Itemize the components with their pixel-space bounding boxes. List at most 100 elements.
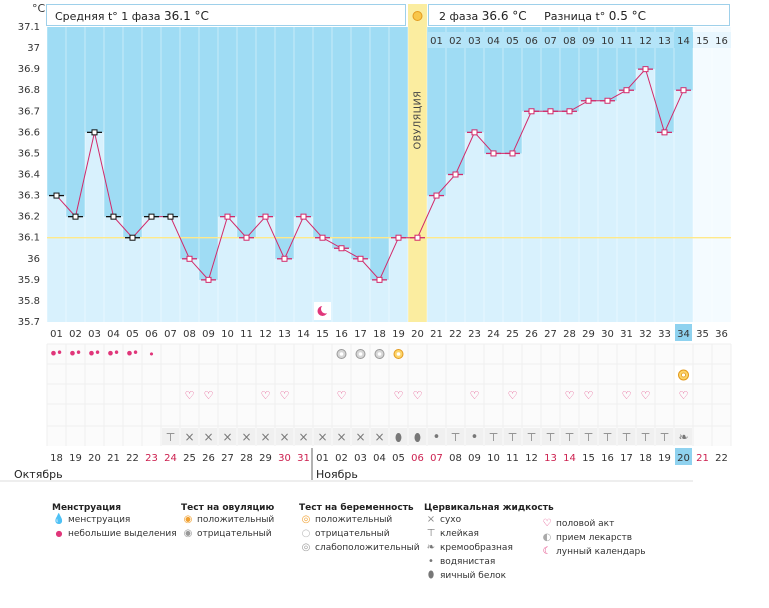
temperature-line [56, 68, 684, 281]
menstruation-icon: • [94, 346, 101, 360]
temperature-bar [256, 216, 275, 322]
temperature-bar [161, 216, 180, 322]
cervical-sticky-icon: ⊤ [451, 431, 461, 444]
legend-text: слабоположительный [315, 543, 420, 553]
post-ovulation-day: 14 [677, 36, 690, 47]
temperature-bar [389, 237, 408, 322]
cervical-cell [656, 428, 673, 445]
menstruation-small-icon: • [148, 348, 155, 361]
cervical-cell [238, 428, 255, 445]
legend-cervical-item: × сухо [424, 513, 554, 527]
moon-icon-cut [321, 304, 330, 314]
heart-icon: ♡ [565, 389, 575, 402]
date-label: 07 [430, 453, 443, 464]
post-ovulation-day: 08 [563, 36, 576, 47]
temperature-bar [655, 132, 674, 322]
temperature-point [319, 234, 326, 241]
legend-cervical-item: • водянистая [424, 555, 554, 569]
temperature-point [148, 213, 155, 220]
date-label: 26 [202, 453, 215, 464]
cervical-dry-icon: × [279, 430, 289, 444]
date-label: 21 [107, 453, 120, 464]
temperature-bar [104, 216, 123, 322]
cycle-day-label: 03 [88, 329, 101, 340]
date-label: 23 [145, 453, 158, 464]
date-label: 01 [316, 453, 329, 464]
legend-text: водянистая [440, 557, 496, 567]
cervical-cell [371, 428, 388, 445]
post-ovulation-cell [427, 32, 446, 48]
temperature-point [357, 255, 364, 262]
legend-menstruation-title: Менструация [52, 503, 121, 513]
date-label: 08 [449, 453, 462, 464]
date-label: 03 [354, 453, 367, 464]
cervical-sticky-icon: ⊤ [584, 431, 594, 444]
cervical-sticky-icon: ⊤ [660, 431, 670, 444]
y-tick-label: 35.8 [18, 296, 40, 307]
temperature-point [604, 97, 611, 104]
legend-text: кремообразная [440, 543, 513, 553]
post-ovulation-cell [674, 32, 693, 48]
date-label: 18 [50, 453, 63, 464]
cervical-cell [390, 428, 407, 445]
legend-text: положительный [197, 515, 275, 525]
cycle-day-label: 02 [69, 329, 82, 340]
cervical-cell [314, 428, 331, 445]
cervical-cell [637, 428, 654, 445]
post-ovulation-cell [541, 32, 560, 48]
cervical-watery-icon: • [471, 430, 479, 445]
legend-text: лунный календарь [556, 547, 646, 557]
cervical-cell [295, 428, 312, 445]
temperature-bar [66, 216, 85, 322]
post-ovulation-day: 09 [582, 36, 595, 47]
y-tick-label: 36.6 [18, 127, 40, 138]
legend-text: менструация [68, 515, 131, 525]
date-label: 14 [563, 453, 576, 464]
post-ovulation-cell [446, 32, 465, 48]
temperature-bar [560, 111, 579, 323]
legend-text: клейкая [440, 529, 479, 539]
cervical-cell [561, 428, 578, 445]
moon-icon: ☾ [542, 546, 552, 557]
legend-pregnancy-title: Тест на беременность [299, 503, 414, 513]
heart-icon: ♡ [641, 389, 651, 402]
watery-icon: • [428, 556, 434, 567]
post-ovulation-cell [484, 32, 503, 48]
cervical-sticky-icon: ⊤ [622, 431, 632, 444]
temperature-point [566, 108, 573, 115]
cycle-day-label: 18 [373, 329, 386, 340]
legend-pregnancy-item: ◎ положительный [299, 513, 420, 527]
cycle-day-label: 01 [50, 329, 63, 340]
cycle-day-label: 04 [107, 329, 120, 340]
temperature-bar [446, 174, 465, 322]
date-label: 19 [69, 453, 82, 464]
y-tick-label: 36.1 [18, 233, 40, 244]
sticky-icon: ⊤ [426, 528, 436, 539]
cervical-cell [542, 428, 559, 445]
cervical-dry-icon: × [374, 430, 384, 444]
cervical-cell [599, 428, 616, 445]
cycle-day-label: 23 [468, 329, 481, 340]
heart-icon: ♡ [508, 389, 518, 402]
pill-icon: ◐ [542, 532, 552, 543]
pregnancy-weak-icon: ◎ [301, 542, 311, 553]
y-tick-label: 36.2 [18, 212, 40, 223]
phase2-label: 2 фаза [439, 10, 479, 23]
post-ovulation-day: 05 [506, 36, 519, 47]
legend-pregnancy-test: Тест на беременность ◎ положительный ○ отр… [299, 503, 420, 555]
temperature-bar [617, 90, 636, 322]
legend-cervical-item: ❧ кремообразная [424, 541, 554, 555]
temperature-bar [579, 100, 598, 322]
temperature-bar [522, 111, 541, 323]
cervical-cell [466, 428, 483, 445]
post-ovulation-cell [560, 32, 579, 48]
temperature-bar [218, 216, 237, 322]
post-ovulation-cell [693, 32, 712, 48]
cervical-sticky-icon: ⊤ [489, 431, 499, 444]
y-tick-label: 35.9 [18, 275, 40, 286]
temperature-bar [199, 279, 218, 322]
heart-icon: ♡ [542, 518, 552, 529]
cycle-day-label: 21 [430, 329, 443, 340]
date-label: 24 [164, 453, 177, 464]
